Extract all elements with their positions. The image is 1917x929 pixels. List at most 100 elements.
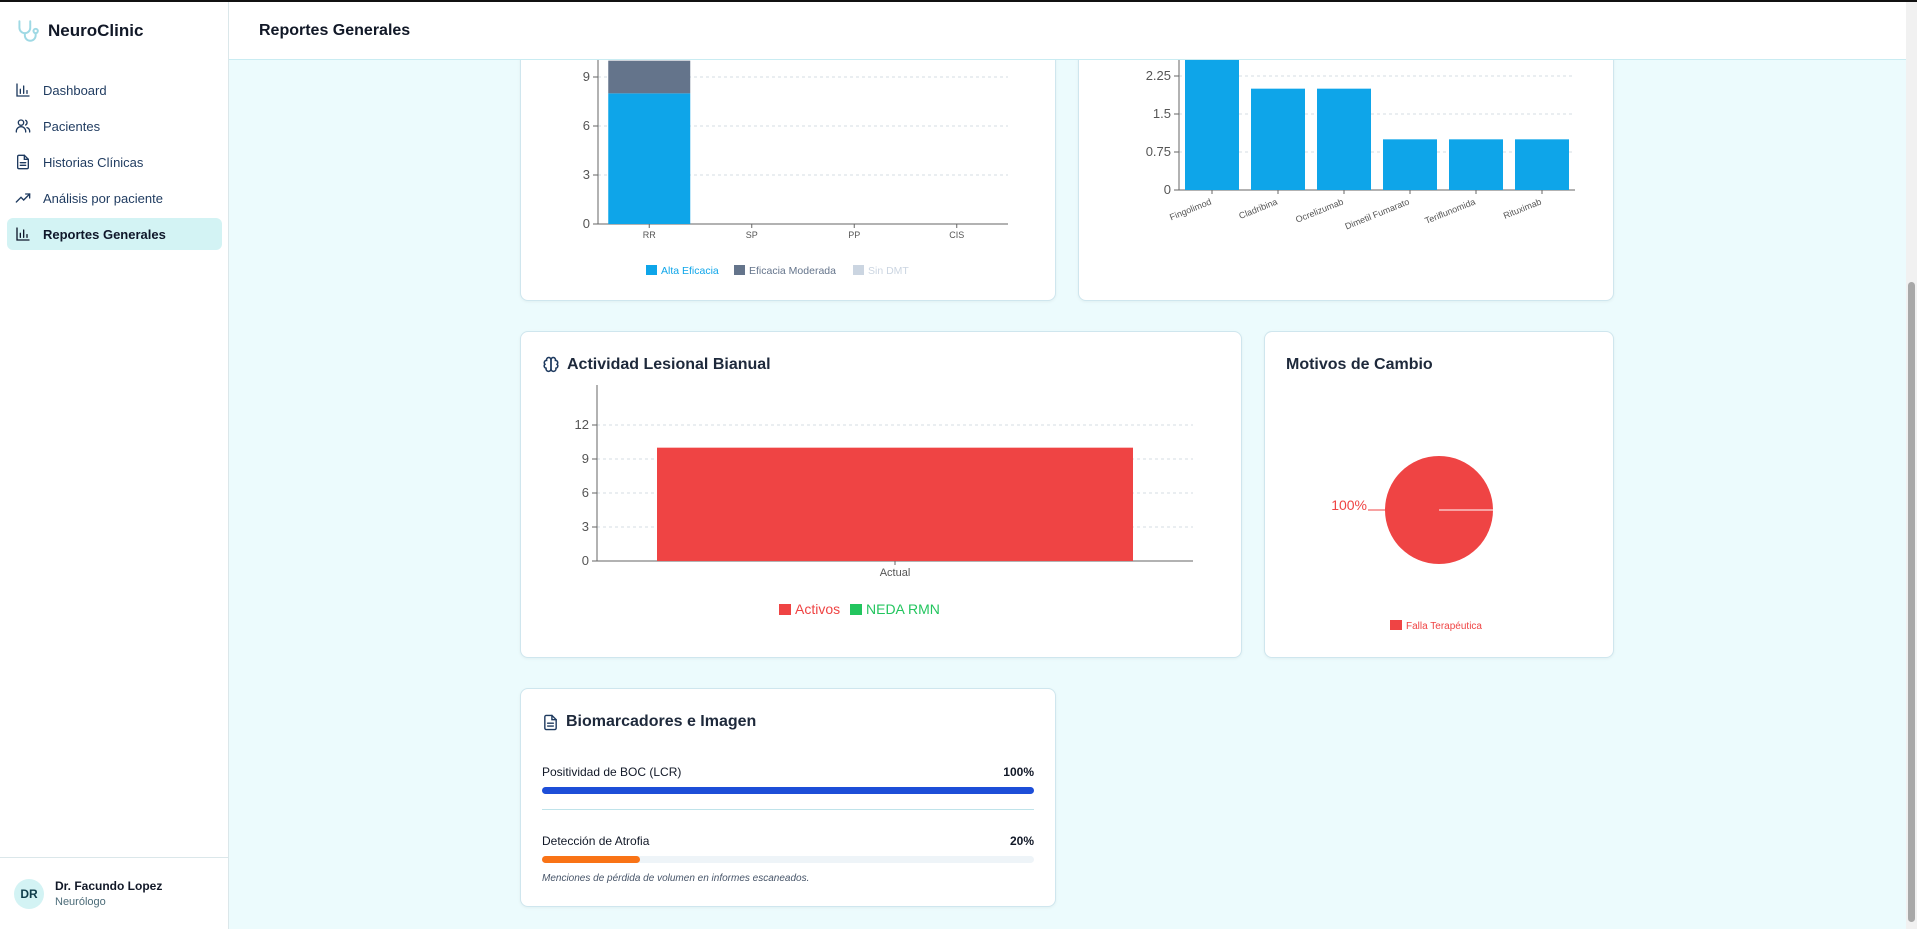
biomarker-progress-track [542, 787, 1034, 794]
trending-up-icon [15, 193, 31, 203]
bar [1185, 38, 1239, 190]
users-icon [15, 119, 31, 133]
dmt-phenotype-chart: 0 3 6 9 RR SP PP CIS Alta Eficacia Eficacia Moder… [583, 31, 1008, 277]
card-title-text: Actividad Lesional Bianual [567, 356, 771, 373]
bar [1251, 88, 1305, 190]
x-tick-label: Ocrelizumab [1294, 197, 1345, 225]
divider [542, 809, 1034, 810]
legend-swatch [1390, 620, 1402, 630]
card-title-text: Biomarcadores e Imagen [566, 713, 757, 730]
y-tick-label: 2.25 [1146, 68, 1171, 83]
sidebar: NeuroClinic Dashboard Pacientes Historia… [0, 0, 229, 929]
bar [1449, 139, 1503, 190]
stethoscope-icon [18, 20, 39, 42]
sidebar-item-label: Pacientes [43, 118, 101, 134]
y-tick-label: 9 [582, 451, 589, 466]
y-tick-label: 6 [582, 485, 589, 500]
biomarker-label: Detección de Atrofia [542, 834, 650, 848]
card-drug-usage: 0 0.75 1.5 2.25 Fingolimod Cladribina Ocrelizu… [1078, 30, 1614, 301]
legend-label: Sin DMT [868, 265, 909, 277]
legend-label: Alta Eficacia [661, 265, 719, 277]
brand[interactable]: NeuroClinic [14, 18, 143, 44]
scrollbar-thumb[interactable] [1908, 282, 1915, 922]
legend-swatch [734, 265, 745, 275]
legend-swatch [779, 604, 791, 615]
biomarker-percent: 100% [1003, 765, 1034, 779]
file-text-icon [17, 154, 29, 170]
user-role: Neurólogo [55, 896, 106, 908]
biomarker-percent: 20% [1009, 834, 1034, 848]
user-name: Dr. Facundo Lopez [55, 879, 163, 893]
sidebar-item-label: Reportes Generales [43, 226, 166, 242]
card-dmt-by-phenotype: 0 3 6 9 RR SP PP CIS Alta Eficacia Eficacia Moder… [520, 30, 1056, 301]
sidebar-item-label: Historias Clínicas [43, 154, 144, 170]
biomarker-progress-track [542, 856, 1034, 863]
y-tick-label: 3 [583, 167, 590, 182]
biomarker-note: Menciones de pérdida de volumen en infor… [542, 873, 810, 884]
sidebar-item-analisis[interactable]: Análisis por paciente [7, 182, 222, 214]
legend-swatch [850, 604, 862, 615]
sidebar-item-label: Dashboard [43, 82, 107, 98]
user-profile[interactable]: DR Dr. Facundo Lopez Neurólogo [0, 857, 229, 929]
legend-label: Eficacia Moderada [749, 265, 836, 277]
drug-usage-chart: 0 0.75 1.5 2.25 Fingolimod Cladribina Ocrelizu… [1146, 31, 1575, 232]
change-reasons-chart: 100% Falla Terapéutica [1331, 456, 1493, 632]
window-top-border [0, 0, 1917, 2]
sidebar-item-pacientes[interactable]: Pacientes [7, 110, 222, 142]
card-title: Motivos de Cambio [1286, 356, 1433, 374]
x-tick-label: RR [643, 230, 656, 240]
legend-label: Activos [795, 601, 840, 617]
pie-data-label: 100% [1331, 497, 1367, 513]
biomarker-progress-fill [542, 787, 1034, 794]
x-tick-label: Actual [880, 567, 911, 579]
x-tick-label: PP [848, 230, 860, 240]
x-tick-label: Teriflunomida [1423, 197, 1476, 226]
y-tick-label: 0.75 [1146, 144, 1171, 159]
y-tick-label: 0 [1164, 182, 1171, 197]
sidebar-item-dashboard[interactable]: Dashboard [7, 74, 222, 106]
sidebar-item-label: Análisis por paciente [43, 190, 163, 206]
y-tick-label: 1.5 [1153, 106, 1171, 121]
bar [1317, 88, 1371, 190]
file-text-icon [544, 714, 557, 730]
bar [657, 447, 1133, 561]
x-tick-label: Dimetil Fumarato [1343, 197, 1410, 232]
bar [1383, 139, 1437, 190]
card-title: Actividad Lesional Bianual [542, 356, 771, 374]
bar-chart-icon [16, 83, 30, 97]
legend-label: NEDA RMN [866, 601, 940, 617]
sidebar-item-reportes[interactable]: Reportes Generales [7, 218, 222, 250]
legend-label: Falla Terapéutica [1406, 621, 1482, 632]
y-tick-label: 12 [575, 417, 589, 432]
x-tick-label: Cladribina [1237, 197, 1278, 221]
y-tick-label: 0 [583, 216, 590, 231]
x-tick-label: SP [746, 230, 758, 240]
card-biomarkers: Biomarcadores e Imagen Positividad de BO… [520, 688, 1056, 907]
card-lesion-activity: Actividad Lesional Bianual 0 3 6 9 12 Actual A… [520, 331, 1242, 658]
app-name: NeuroClinic [48, 21, 144, 40]
scrollbar[interactable] [1906, 0, 1917, 929]
y-tick-label: 6 [583, 118, 590, 133]
sidebar-item-historias[interactable]: Historias Clínicas [7, 146, 222, 178]
brain-icon [543, 356, 559, 373]
bar-chart-icon [16, 227, 30, 241]
sidebar-nav: Dashboard Pacientes Historias Clínicas A… [7, 74, 222, 254]
legend-swatch [853, 265, 864, 275]
x-tick-label: CIS [949, 230, 964, 240]
page-header: Reportes Generales [229, 0, 1906, 60]
y-tick-label: 9 [583, 69, 590, 84]
page-title: Reportes Generales [259, 22, 411, 39]
lesion-activity-chart: 0 3 6 9 12 Actual Activos NEDA RMN [575, 385, 1193, 617]
card-title: Biomarcadores e Imagen [542, 713, 756, 731]
legend-swatch [646, 265, 657, 275]
y-tick-label: 3 [582, 519, 589, 534]
biomarker-progress-fill [542, 856, 641, 863]
bar [608, 60, 691, 94]
card-change-reasons: Motivos de Cambio 100% Falla Terapéutica [1264, 331, 1614, 658]
card-title-text: Motivos de Cambio [1286, 356, 1433, 373]
biomarker-label: Positividad de BOC (LCR) [542, 765, 682, 779]
avatar: DR [14, 878, 44, 909]
x-tick-label: Fingolimod [1168, 197, 1213, 223]
bar [608, 93, 691, 224]
y-tick-label: 0 [582, 553, 589, 568]
